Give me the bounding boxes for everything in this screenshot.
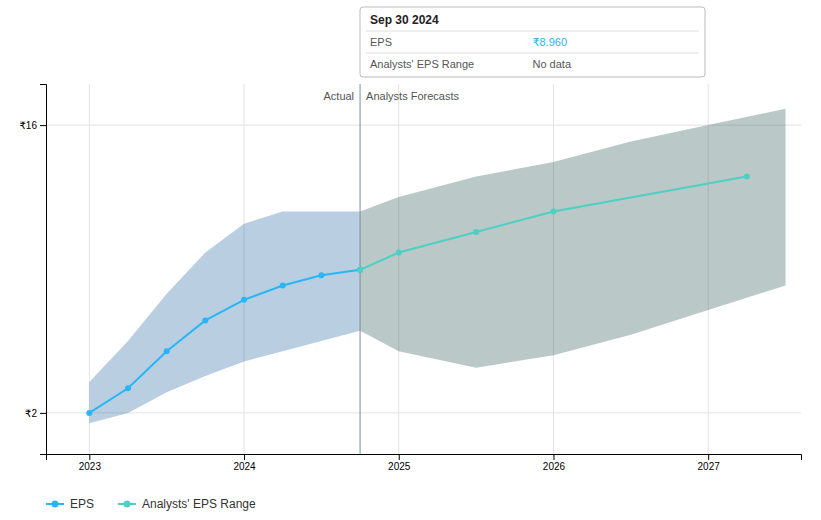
x-tick-label: 2026	[543, 461, 566, 472]
divider-label: Analysts Forecasts	[366, 90, 459, 102]
range-band	[360, 109, 785, 368]
series-point	[86, 410, 92, 416]
x-tick-mark	[553, 454, 554, 460]
series-points	[357, 174, 750, 273]
x-tick: 2027	[698, 454, 721, 472]
tooltip-separator	[366, 31, 699, 32]
x-tick: 2025	[388, 454, 411, 472]
series-point	[280, 282, 286, 288]
legend: EPS Analysts' EPS Range	[46, 497, 256, 511]
y-tick-mark	[40, 125, 46, 126]
tooltip: Sep 30 2024 EPS ₹8.960 Analysts' EPS Range N…	[360, 7, 705, 77]
series-line	[360, 177, 747, 270]
plot-area: Actual Analysts Forecasts 2023 2024 2025 2026…	[20, 84, 802, 472]
series-point	[125, 385, 131, 391]
grid-line-y	[46, 125, 801, 126]
y-tick-label: ₹2	[25, 408, 37, 419]
x-tick-mark	[89, 454, 90, 460]
x-tick: 2026	[543, 454, 566, 472]
chart-svg: Actual Analysts Forecasts 2023 2024 2025 2026…	[0, 0, 821, 520]
series-line	[89, 270, 360, 413]
x-tick: 2024	[233, 454, 256, 472]
legend-swatch-point	[124, 501, 131, 508]
series-point	[202, 317, 208, 323]
series-point	[550, 208, 556, 214]
marks	[86, 84, 785, 454]
series-point	[241, 297, 247, 303]
tooltip-row-label: EPS	[370, 36, 392, 48]
series-point	[357, 267, 363, 273]
series-point	[164, 348, 170, 354]
x-tick-label: 2025	[388, 461, 411, 472]
x-tick: 2023	[79, 454, 102, 472]
tooltip-row-label: Analysts' EPS Range	[370, 58, 474, 70]
range-band	[89, 211, 360, 423]
x-tick-mark	[708, 454, 709, 460]
y-axis-line	[40, 85, 47, 455]
x-tick-label: 2024	[233, 461, 256, 472]
y-axis: ₹2 ₹16	[20, 85, 47, 455]
x-tick-mark	[244, 454, 245, 460]
legend-item: EPS	[46, 497, 94, 511]
legend-swatch-point	[52, 501, 59, 508]
series-point	[396, 250, 402, 256]
x-axis: 2023 2024 2025 2026 2027	[47, 454, 802, 472]
tooltip-title: Sep 30 2024	[370, 13, 439, 27]
series-points	[86, 267, 363, 416]
y-tick-label: ₹16	[20, 120, 38, 131]
y-tick: ₹2	[25, 408, 46, 419]
series-point	[357, 267, 363, 273]
tooltip-row-value: No data	[533, 58, 572, 70]
tooltip-separator	[366, 53, 699, 54]
series-point	[744, 174, 750, 180]
x-tick-mark	[399, 454, 400, 460]
grid-line-y	[46, 412, 801, 413]
x-tick-label: 2023	[79, 461, 102, 472]
legend-label: EPS	[70, 497, 94, 511]
divider-label: Actual	[323, 90, 354, 102]
series-point	[473, 229, 479, 235]
tooltip-row-value: ₹8.960	[533, 36, 568, 48]
x-axis-line	[47, 455, 802, 461]
y-tick: ₹16	[20, 120, 47, 131]
tooltip-box	[360, 7, 705, 77]
x-tick-label: 2027	[698, 461, 721, 472]
chart-container: Actual Analysts Forecasts 2023 2024 2025 2026…	[0, 0, 821, 520]
legend-item: Analysts' EPS Range	[118, 497, 256, 511]
legend-label: Analysts' EPS Range	[142, 497, 256, 511]
y-tick-mark	[40, 413, 46, 414]
series-point	[318, 272, 324, 278]
grid	[46, 84, 801, 454]
